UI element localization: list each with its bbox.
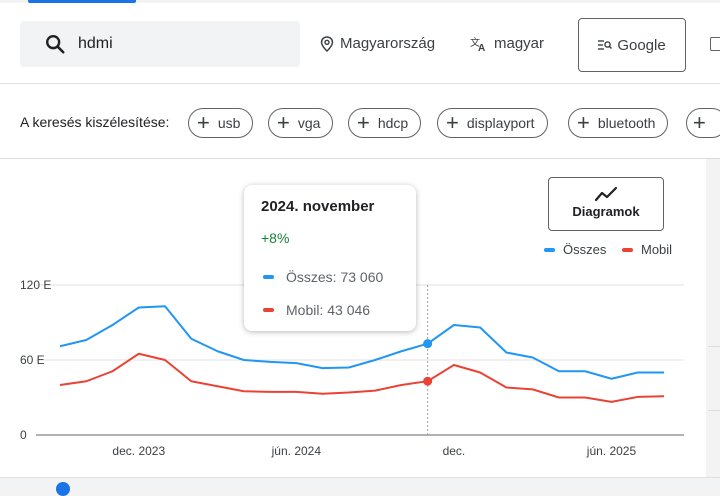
plus-icon: + — [577, 110, 590, 135]
chart-tooltip: 2024. november +8% Összes: 73 060 Mobil:… — [244, 185, 416, 331]
svg-text:A: A — [478, 43, 485, 52]
diagrams-button[interactable]: Diagramok — [548, 177, 664, 231]
tooltip-swatch — [263, 275, 274, 279]
y-tick-label: 60 E — [20, 353, 45, 367]
search-icon — [46, 35, 65, 54]
translate-icon: 文 A — [470, 36, 485, 52]
highlight-point — [423, 376, 433, 386]
next-section-edge — [0, 477, 720, 488]
language-label: magyar — [494, 35, 545, 52]
refine-label: A keresés kiszélesítése: — [20, 114, 170, 130]
section-marker-icon — [56, 482, 70, 496]
tooltip-row-mobile: Mobil: 43 046 — [263, 302, 370, 318]
tooltip-value: Összes: 73 060 — [286, 269, 384, 285]
search-engine-button[interactable]: Google — [578, 18, 686, 72]
x-tick-label: jún. 2025 — [586, 444, 637, 458]
chip-label: usb — [217, 115, 241, 131]
y-tick-label: 120 E — [20, 278, 51, 292]
plus-icon: + — [277, 110, 290, 135]
toolbar: hdmi Magyarország 文 A magyar Google — [0, 3, 720, 84]
plus-icon: + — [197, 110, 210, 135]
chip-label: bluetooth — [597, 115, 656, 131]
diagrams-label: Diagramok — [572, 204, 640, 219]
plus-icon: + — [693, 110, 706, 135]
web-search-icon — [598, 40, 613, 50]
refine-chip-displayport[interactable]: + displayport — [437, 108, 548, 138]
legend-swatch — [544, 247, 555, 252]
region-filter[interactable]: Magyarország — [320, 35, 435, 52]
side-panel-edge — [706, 159, 720, 477]
x-tick-label: dec. 2023 — [112, 444, 165, 458]
divider — [708, 410, 720, 411]
region-label: Magyarország — [340, 35, 436, 52]
tooltip-value: Mobil: 43 046 — [286, 302, 371, 318]
chip-label: hdcp — [377, 115, 409, 131]
legend-item-total[interactable]: Összes — [544, 242, 606, 257]
plus-icon: + — [446, 110, 459, 135]
series-line-mobil — [59, 352, 665, 403]
x-tick-label: jún. 2024 — [271, 444, 322, 458]
calendar-icon[interactable] — [710, 37, 720, 51]
legend-label: Mobil — [641, 242, 673, 257]
location-pin-icon — [320, 35, 334, 52]
tooltip-change: +8% — [261, 230, 290, 246]
active-tab-indicator — [28, 0, 136, 3]
language-filter[interactable]: 文 A magyar — [470, 35, 544, 52]
legend-item-mobile[interactable]: Mobil — [622, 242, 672, 257]
chip-label: displayport — [466, 115, 535, 131]
tooltip-row-total: Összes: 73 060 — [263, 269, 383, 285]
divider — [708, 346, 720, 347]
tooltip-swatch — [263, 308, 274, 312]
refine-bar: A keresés kiszélesítése: + usb + vga + h… — [0, 84, 720, 159]
refine-chip-vga[interactable]: + vga — [268, 108, 334, 138]
refine-chip-more[interactable]: + — [686, 108, 720, 138]
search-query: hdmi — [78, 35, 113, 52]
legend-swatch — [622, 247, 633, 252]
chip-label: vga — [297, 115, 321, 131]
legend-label: Összes — [563, 242, 607, 257]
refine-chip-usb[interactable]: + usb — [188, 108, 254, 138]
plus-icon: + — [357, 110, 370, 135]
series-line-összes — [59, 305, 664, 380]
y-tick-label: 0 — [20, 428, 27, 442]
x-tick-label: dec. — [443, 444, 466, 458]
refine-chip-hdcp[interactable]: + hdcp — [348, 108, 422, 138]
search-input[interactable]: hdmi — [20, 21, 300, 67]
search-engine-label: Google — [617, 36, 666, 54]
highlight-point — [423, 339, 433, 349]
svg-text:文: 文 — [470, 36, 480, 49]
tooltip-date: 2024. november — [261, 198, 375, 215]
refine-chip-bluetooth[interactable]: + bluetooth — [568, 108, 669, 138]
trend-line-icon — [594, 186, 618, 202]
